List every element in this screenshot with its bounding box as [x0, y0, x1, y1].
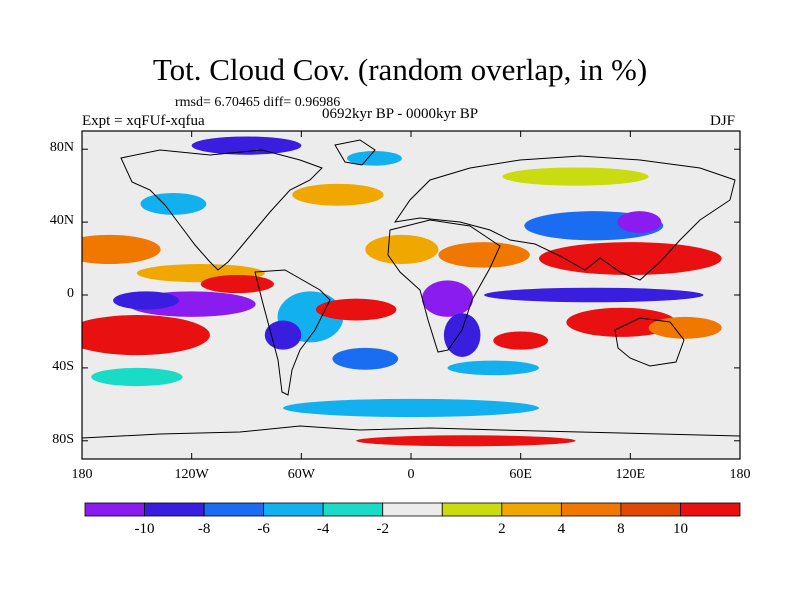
lon-label: 180: [729, 467, 751, 482]
anomaly-region-24: [140, 192, 207, 215]
antarctica-coast: [82, 425, 740, 439]
anomaly-region-11: [443, 313, 481, 357]
colorbar-label: 8: [617, 521, 625, 537]
lon-label: 60E: [509, 467, 532, 482]
anomaly-region-17: [538, 242, 722, 275]
anomaly-region-7: [264, 320, 302, 350]
anomaly-region-5: [200, 274, 274, 294]
north-america-coast: [120, 149, 323, 271]
anomaly-region-9: [332, 347, 399, 370]
anomaly-region-29: [356, 435, 576, 447]
anomaly-region-26: [191, 136, 302, 155]
lat-label: 0: [67, 286, 74, 301]
anomaly-region-3: [113, 291, 179, 310]
lon-label: 0: [407, 467, 415, 482]
anomaly-region-13: [365, 234, 439, 265]
colorbar-swatch: [144, 502, 205, 517]
colorbar-swatch: [322, 502, 384, 517]
colorbar-swatch: [203, 502, 265, 517]
season-label: DJF: [710, 113, 736, 129]
anomaly-region-16: [617, 211, 662, 234]
colorbar-label: 2: [498, 521, 506, 537]
rmsd-diff-label: rmsd= 6.70465 diff= 0.96986: [175, 95, 341, 110]
experiment-label: Expt = xqFUf-xqfua: [82, 113, 205, 129]
anomaly-region-21: [493, 331, 549, 350]
lon-label: 180: [71, 467, 93, 482]
colorbar-swatch: [84, 502, 145, 517]
colorbar-swatch: [560, 502, 622, 517]
colorbar-label: -8: [197, 521, 211, 537]
coastline-layer: [82, 139, 740, 439]
map-title: Tot. Cloud Cov. (random overlap, in %): [152, 52, 648, 87]
anomaly-region-14: [438, 242, 530, 268]
lat-label: 80S: [52, 431, 74, 447]
colorbar-swatch: [382, 502, 443, 517]
lon-label: 120E: [615, 467, 646, 482]
greenland-coast: [334, 139, 376, 166]
colorbar-label: -2: [376, 521, 389, 537]
anomaly-region-28: [502, 167, 649, 186]
colorbar-swatch: [620, 502, 681, 517]
axis-ticks: [81, 131, 741, 459]
colorbar-swatch: [680, 502, 741, 517]
colorbar-label: 10: [672, 521, 688, 537]
anomaly-region-27: [347, 151, 402, 166]
anomaly-region-1: [82, 234, 161, 265]
colorbar-label: -4: [316, 521, 330, 537]
colorbar-label: 4: [557, 521, 566, 537]
anomaly-region-8: [315, 298, 397, 321]
lat-label: 40S: [52, 358, 74, 374]
colorbar-swatch: [263, 502, 324, 517]
africa-coast: [387, 219, 501, 353]
colorbar-label: -6: [257, 521, 270, 537]
anomaly-region-20: [648, 316, 722, 339]
lon-label: 60W: [287, 467, 315, 482]
colorbar: [84, 502, 741, 517]
anomaly-region-19: [566, 307, 677, 337]
anomaly-layer: [82, 136, 722, 447]
anomaly-region-0: [82, 315, 210, 356]
colorbar-label: -10: [134, 521, 155, 537]
period-label: 0692kyr BP - 0000kyr BP: [322, 106, 479, 122]
anomaly-region-23: [91, 367, 183, 387]
anomaly-region-22: [283, 398, 539, 418]
anomaly-region-10: [421, 280, 474, 317]
lon-label: 120W: [174, 467, 209, 482]
lat-label: 40N: [49, 213, 74, 229]
anomaly-region-18: [484, 287, 704, 303]
anomaly-region-12: [447, 360, 539, 376]
colorbar-swatch: [501, 502, 562, 517]
anomaly-region-25: [292, 183, 384, 206]
lat-label: 80N: [49, 140, 74, 156]
australia-coast: [614, 317, 685, 367]
eurasia-coast: [393, 155, 736, 281]
south-america-coast: [254, 269, 331, 396]
colorbar-swatch: [441, 502, 503, 517]
